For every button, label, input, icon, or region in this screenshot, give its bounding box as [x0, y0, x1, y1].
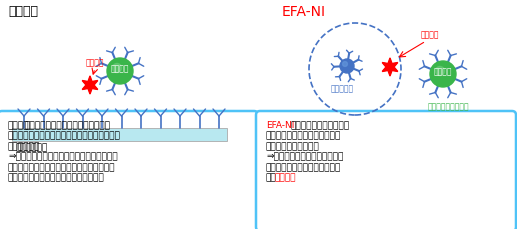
- Text: マーカー: マーカー: [434, 68, 452, 76]
- FancyBboxPatch shape: [0, 111, 258, 229]
- Text: 出対象を捕まえて、「動けなく」してからマー: 出対象を捕まえて、「動けなく」してからマー: [8, 131, 121, 141]
- Circle shape: [430, 61, 456, 87]
- Text: ：磁気微粒子とマーカー: ：磁気微粒子とマーカー: [290, 121, 349, 130]
- Circle shape: [435, 66, 445, 76]
- Text: EFA-NI: EFA-NI: [266, 121, 294, 130]
- Text: 「動く光点」をつくる: 「動く光点」をつくる: [266, 142, 320, 151]
- Text: ポリスチレンビーズ: ポリスチレンビーズ: [427, 102, 469, 111]
- Text: からの信号が区別できず、誤検知の恐れ: からの信号が区別できず、誤検知の恐れ: [8, 174, 105, 183]
- Text: 識別可能: 識別可能: [274, 174, 296, 183]
- Circle shape: [343, 62, 347, 66]
- Circle shape: [340, 59, 354, 73]
- Bar: [12, 128, 227, 141]
- Text: 磁気微粒子: 磁気微粒子: [330, 84, 354, 93]
- Text: 単に: 単に: [266, 174, 277, 183]
- Text: 検出対象: 検出対象: [86, 58, 104, 67]
- Text: マーカー: マーカー: [111, 65, 129, 74]
- Polygon shape: [382, 58, 398, 76]
- Text: EFA-NI: EFA-NI: [282, 5, 326, 19]
- Text: 検出対象: 検出対象: [421, 30, 439, 39]
- Text: 汚れ、洗い残しのマーカーと簡: 汚れ、洗い残しのマーカーと簡: [266, 163, 341, 172]
- Text: 従来方式: 従来方式: [8, 5, 38, 18]
- Text: センサー表面: センサー表面: [15, 143, 47, 152]
- Text: の両方を検出対象に付着させて: の両方を検出対象に付着させて: [266, 131, 341, 141]
- Text: 従来方式: 従来方式: [8, 121, 29, 130]
- Text: ⇒表面のキズや汚れ、洗い残しのマーカーな: ⇒表面のキズや汚れ、洗い残しのマーカーな: [8, 153, 118, 161]
- Text: ⇒磁力で動かすことで、キズや: ⇒磁力で動かすことで、キズや: [266, 153, 343, 161]
- Polygon shape: [82, 76, 98, 94]
- Text: どからの信号と検出対象に付着したマーカー: どからの信号と検出対象に付着したマーカー: [8, 163, 115, 172]
- FancyBboxPatch shape: [256, 111, 516, 229]
- Text: カーを付ける: カーを付ける: [8, 142, 40, 151]
- Text: ：センサー表面に固定した抗体で検: ：センサー表面に固定した抗体で検: [24, 121, 110, 130]
- Circle shape: [107, 58, 133, 84]
- Circle shape: [113, 63, 121, 73]
